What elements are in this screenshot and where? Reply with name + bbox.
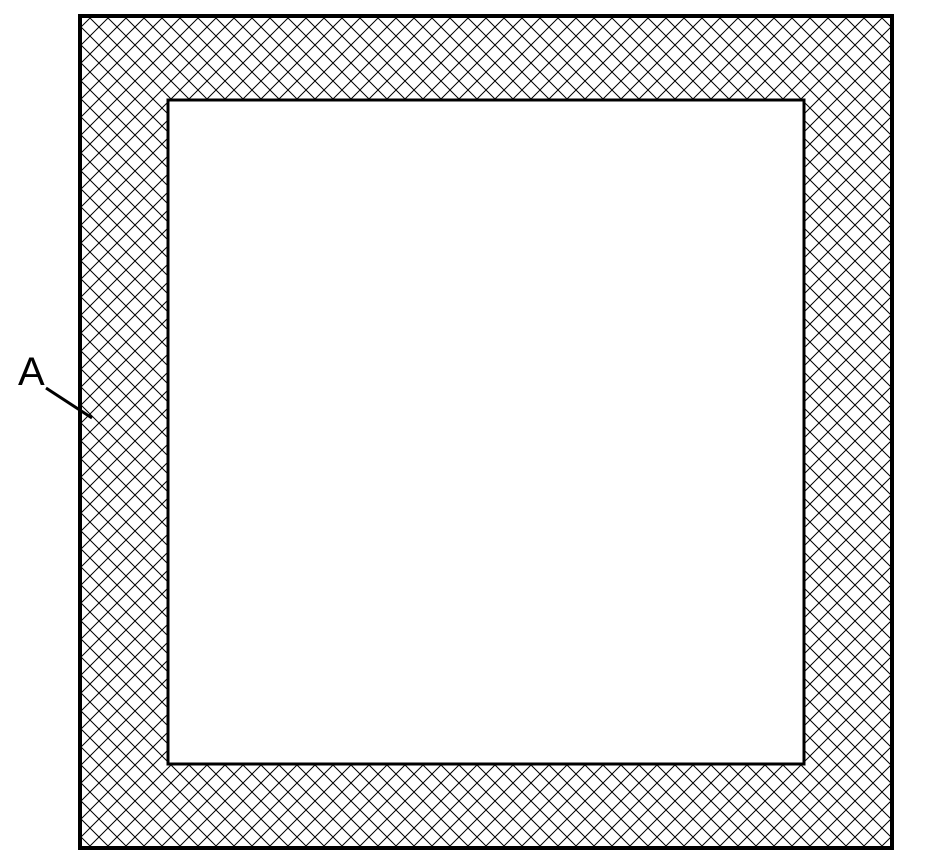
inner-rectangle — [168, 100, 804, 764]
diagram-svg — [0, 0, 929, 863]
diagram-stage: A — [0, 0, 929, 863]
label-A: A — [18, 350, 45, 395]
